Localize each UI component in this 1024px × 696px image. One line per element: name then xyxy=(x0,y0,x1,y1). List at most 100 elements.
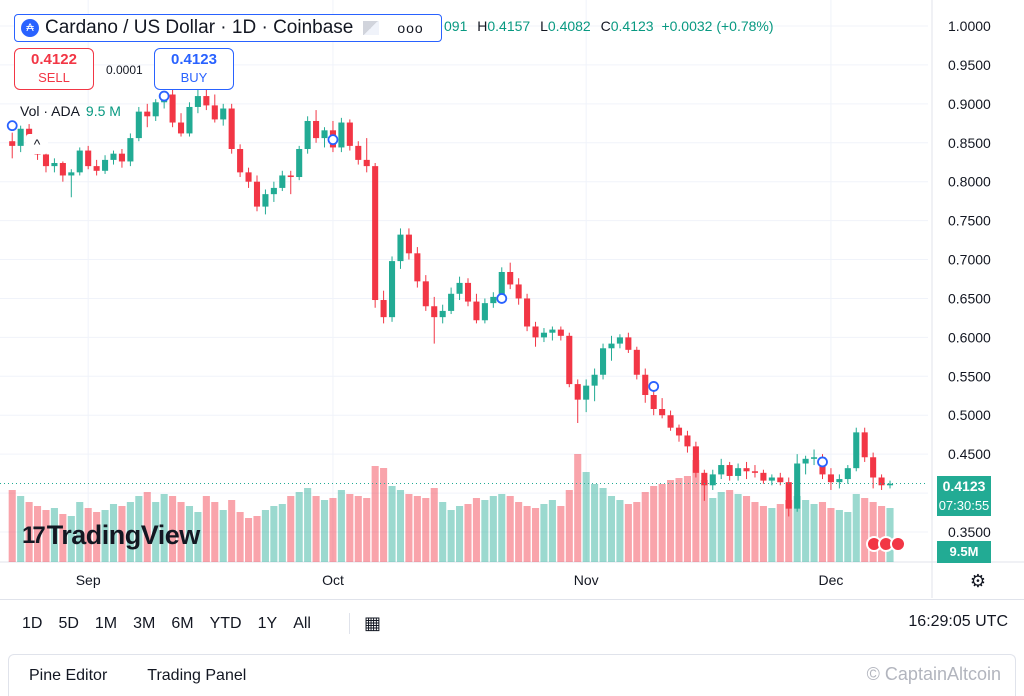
symbol-search-bar[interactable]: ₳ Cardano / US Dollar · 1D · Coinbase oo… xyxy=(14,14,442,42)
candle-body xyxy=(498,271,505,297)
range-all[interactable]: All xyxy=(293,614,311,632)
volume-legend-value: 9.5 M xyxy=(85,103,121,119)
candle-body xyxy=(388,261,396,318)
volume-bar xyxy=(540,504,548,562)
volume-bar xyxy=(818,502,827,562)
candle-body xyxy=(372,166,379,301)
bar-countdown: 07:30:55 xyxy=(938,498,990,513)
volume-bar xyxy=(371,466,379,562)
sell-button[interactable]: 0.4122 SELL xyxy=(14,48,94,90)
volume-bar xyxy=(25,502,33,562)
range-1d[interactable]: 1D xyxy=(22,614,43,632)
ohlc-legend: 091 H0.4157 L0.4082 C0.4123 +0.0032 (+0.… xyxy=(444,18,774,34)
volume-bar xyxy=(160,494,168,562)
volume-bar xyxy=(582,472,590,562)
volume-bar xyxy=(42,510,50,562)
candle-body xyxy=(557,329,564,336)
candle-body xyxy=(9,141,16,146)
range-1m[interactable]: 1M xyxy=(94,614,118,632)
candle-body xyxy=(17,128,24,146)
candle-body xyxy=(583,385,590,400)
price-tick-label: 0.3500 xyxy=(948,524,991,540)
price-axis[interactable]: 0.3500 0.4500 0.5000 0.5500 0.6000 0.6500 0.70… xyxy=(948,18,991,540)
more-options-icon[interactable]: ooo xyxy=(397,20,424,36)
volume-bar xyxy=(633,502,641,562)
candle-body xyxy=(836,479,843,483)
tab-trading-panel[interactable]: Trading Panel xyxy=(147,666,247,684)
volume-bar xyxy=(827,508,835,562)
candle-body xyxy=(177,122,185,134)
volume-bar xyxy=(498,494,506,562)
candle-body xyxy=(85,150,92,167)
volume-bar xyxy=(810,504,818,562)
candle-body xyxy=(751,471,759,473)
candle-body xyxy=(532,326,539,338)
candle-body xyxy=(650,394,657,410)
last-price-value: 0.4123 xyxy=(942,478,986,494)
candle-body xyxy=(237,148,244,173)
volume-bar xyxy=(844,512,852,562)
volume-bar xyxy=(413,496,421,562)
news-flag-icon[interactable] xyxy=(890,536,906,552)
candle-body xyxy=(794,463,801,509)
candle-body xyxy=(490,296,497,304)
tab-pine-editor[interactable]: Pine Editor xyxy=(29,666,108,684)
event-marker-icon xyxy=(648,381,660,392)
candle-body xyxy=(566,335,573,385)
volume-bar xyxy=(228,500,236,562)
candle-body xyxy=(667,415,674,428)
candle-body xyxy=(524,298,531,327)
volume-bar xyxy=(67,516,75,562)
volume-bar xyxy=(852,494,860,562)
range-3m[interactable]: 3M xyxy=(133,614,156,632)
volume-bar xyxy=(565,490,573,562)
collapse-legend-icon[interactable]: ^ xyxy=(26,134,48,154)
volume-bar xyxy=(185,506,194,562)
candle-body xyxy=(346,122,353,146)
volume-bar xyxy=(287,496,295,562)
volume-bar xyxy=(726,490,734,562)
volume-bar xyxy=(278,504,286,562)
volume-bar xyxy=(709,498,717,562)
range-1y[interactable]: 1Y xyxy=(257,614,278,632)
volume-bar xyxy=(481,500,489,562)
candle-body xyxy=(186,106,193,134)
event-marker-icon xyxy=(327,134,339,146)
candle-body xyxy=(844,468,851,480)
date-range-calendar-icon[interactable]: ▦ xyxy=(348,613,381,634)
buy-button[interactable]: 0.4123 BUY xyxy=(154,48,234,90)
volume-bar xyxy=(405,494,413,562)
volume-bar xyxy=(574,454,582,562)
candle-body xyxy=(127,138,134,162)
candle-body xyxy=(144,111,151,117)
candle-body xyxy=(68,172,75,176)
sell-price: 0.4122 xyxy=(31,51,77,68)
volume-legend[interactable]: Vol · ADA 9.5 M xyxy=(20,103,121,119)
candle-body xyxy=(279,175,286,188)
range-5d[interactable]: 5D xyxy=(58,614,79,632)
candle-body xyxy=(321,130,328,139)
utc-clock[interactable]: 16:29:05 UTC xyxy=(908,613,1008,630)
volume-bar xyxy=(304,488,312,562)
tradingview-logo[interactable]: 17 TradingView xyxy=(22,520,200,551)
candle-body xyxy=(827,474,834,483)
time-axis[interactable]: Sep Oct Nov Dec xyxy=(76,572,844,588)
candle-body xyxy=(633,349,640,375)
volume-bar xyxy=(261,510,269,562)
candle-body xyxy=(405,234,412,254)
flag-icon[interactable] xyxy=(363,21,380,35)
candle-body xyxy=(110,153,117,160)
candle-body xyxy=(42,154,50,167)
candle-body xyxy=(253,181,261,207)
volume-bar xyxy=(776,504,784,562)
volume-bar xyxy=(793,496,801,562)
candle-body xyxy=(270,187,277,195)
volume-bar xyxy=(675,478,683,562)
chart-canvas[interactable]: 0.3500 0.4500 0.5000 0.5500 0.6000 0.6500 0.70… xyxy=(0,0,1024,600)
price-tick-label: 0.8000 xyxy=(948,174,991,190)
chart-settings-icon[interactable]: ⚙ xyxy=(969,571,987,591)
range-ytd[interactable]: YTD xyxy=(209,614,242,632)
range-6m[interactable]: 6M xyxy=(171,614,194,632)
volume-bar xyxy=(118,506,126,562)
volume-bar xyxy=(751,502,759,562)
